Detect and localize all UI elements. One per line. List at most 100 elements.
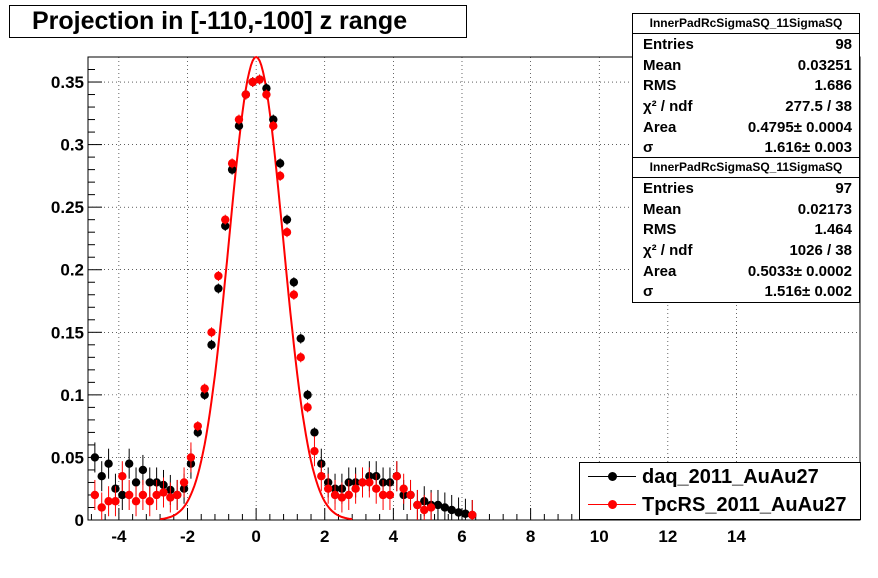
data-point: [433, 500, 443, 510]
data-point: [337, 493, 347, 502]
data-point: [392, 472, 401, 481]
x-tick-label: 10: [590, 527, 609, 546]
data-point: [227, 159, 237, 168]
data-point: [124, 490, 134, 500]
data-point: [248, 77, 257, 87]
series-tpcrs: [90, 74, 477, 520]
data-point: [179, 478, 189, 487]
data-point: [269, 115, 278, 124]
x-tick-label: 0: [251, 527, 260, 546]
legend-entry-daq: daq_2011_AuAu27: [580, 463, 860, 491]
data-point: [289, 290, 299, 299]
stats-header: InnerPadRcSigmaSQ_11SigmaSQ: [633, 14, 859, 34]
data-point: [124, 459, 134, 468]
tick-labels: -4 -2 0 2 4 6 8 10 12 14 0 0.05 0.1 0.15 0.2 0.25 0.3 0.3…: [51, 73, 747, 546]
x-tick-label: -2: [180, 527, 195, 546]
data-point: [104, 497, 113, 506]
data-point: [118, 472, 127, 481]
stats-box-tpcrs: InnerPadRcSigmaSQ_11SigmaSQ Entries 97 Me…: [632, 157, 860, 304]
data-point: [90, 490, 100, 500]
x-tick-label: -4: [111, 527, 127, 546]
y-tick-label: 0.35: [51, 73, 84, 92]
data-point: [221, 221, 230, 231]
data-point: [303, 390, 312, 400]
data-point: [310, 446, 319, 456]
data-point: [221, 215, 230, 224]
legend: daq_2011_AuAu27 TpcRS_2011_AuAu27: [579, 462, 861, 520]
data-point: [214, 284, 223, 293]
fit-curves: [159, 55, 353, 521]
data-point: [385, 490, 395, 500]
data-point: [282, 215, 292, 224]
data-point: [282, 227, 292, 237]
data-point: [234, 121, 244, 131]
data-point: [378, 490, 388, 500]
data-point: [358, 478, 367, 487]
data-point: [323, 484, 333, 493]
data-point: [193, 421, 202, 431]
data-point: [234, 115, 244, 124]
data-point: [173, 490, 182, 500]
data-point: [241, 90, 251, 99]
data-point: [138, 490, 148, 500]
data-point: [97, 503, 106, 512]
data-point: [255, 75, 264, 84]
data-point: [365, 478, 374, 487]
legend-marker-daq: [588, 463, 636, 491]
stats-row-chi2: χ² / ndf 277.5 / 38: [643, 97, 852, 115]
stats-row-mean: Mean 0.02173: [643, 200, 852, 218]
data-point: [207, 328, 216, 337]
data-point: [159, 488, 168, 497]
data-point: [468, 510, 477, 520]
stats-row-area: Area 0.5033± 0.0002: [643, 262, 852, 280]
data-point: [310, 428, 319, 437]
x-tick-label: 2: [320, 527, 329, 546]
stats-row-chi2: χ² / ndf 1026 / 38: [643, 241, 852, 259]
data-point: [227, 165, 237, 174]
stats-header: InnerPadRcSigmaSQ_11SigmaSQ: [633, 158, 859, 178]
data-point: [200, 390, 209, 400]
data-point: [440, 503, 450, 512]
data-point: [372, 484, 381, 493]
data-point: [296, 353, 305, 362]
data-point: [296, 334, 305, 343]
data-point: [145, 478, 154, 487]
x-tick-label: 14: [727, 527, 746, 546]
legend-label-tpcrs: TpcRS_2011_AuAu27: [642, 493, 847, 516]
data-point: [214, 271, 223, 281]
legend-marker-tpcrs: [588, 491, 636, 519]
data-point: [406, 490, 415, 500]
data-point: [275, 159, 285, 168]
data-point: [104, 459, 113, 468]
y-tick-label: 0.1: [60, 386, 84, 405]
data-point: [426, 503, 436, 512]
data-point: [152, 490, 161, 500]
data-point: [186, 453, 196, 462]
data-point: [344, 490, 353, 500]
stats-row-rms: RMS 1.686: [643, 77, 852, 95]
data-point: [351, 484, 360, 493]
data-point: [166, 493, 175, 502]
grid-lines: [88, 57, 860, 520]
stats-box-daq: InnerPadRcSigmaSQ_11SigmaSQ Entries 98 Me…: [632, 13, 860, 160]
x-tick-label: 6: [457, 527, 466, 546]
data-point: [454, 508, 463, 517]
data-point: [131, 497, 141, 506]
stats-row-rms: RMS 1.464: [643, 221, 852, 239]
data-point: [289, 278, 299, 287]
data-point: [262, 84, 271, 93]
legend-entry-tpcrs: TpcRS_2011_AuAu27: [580, 491, 860, 519]
legend-label-daq: daq_2011_AuAu27: [642, 465, 819, 488]
stats-row-sigma: σ 1.616± 0.003: [643, 139, 852, 157]
data-point: [447, 505, 456, 515]
data-point: [269, 121, 278, 131]
data-point: [193, 428, 202, 437]
data-point: [145, 497, 154, 506]
data-point: [461, 509, 470, 518]
y-tick-label: 0: [75, 511, 84, 530]
chart-title: Projection in [-110,-100] z range: [9, 5, 467, 38]
data-point: [399, 484, 408, 493]
data-point: [97, 472, 106, 481]
stats-row-entries: Entries 98: [643, 35, 852, 53]
data-point: [138, 465, 148, 475]
